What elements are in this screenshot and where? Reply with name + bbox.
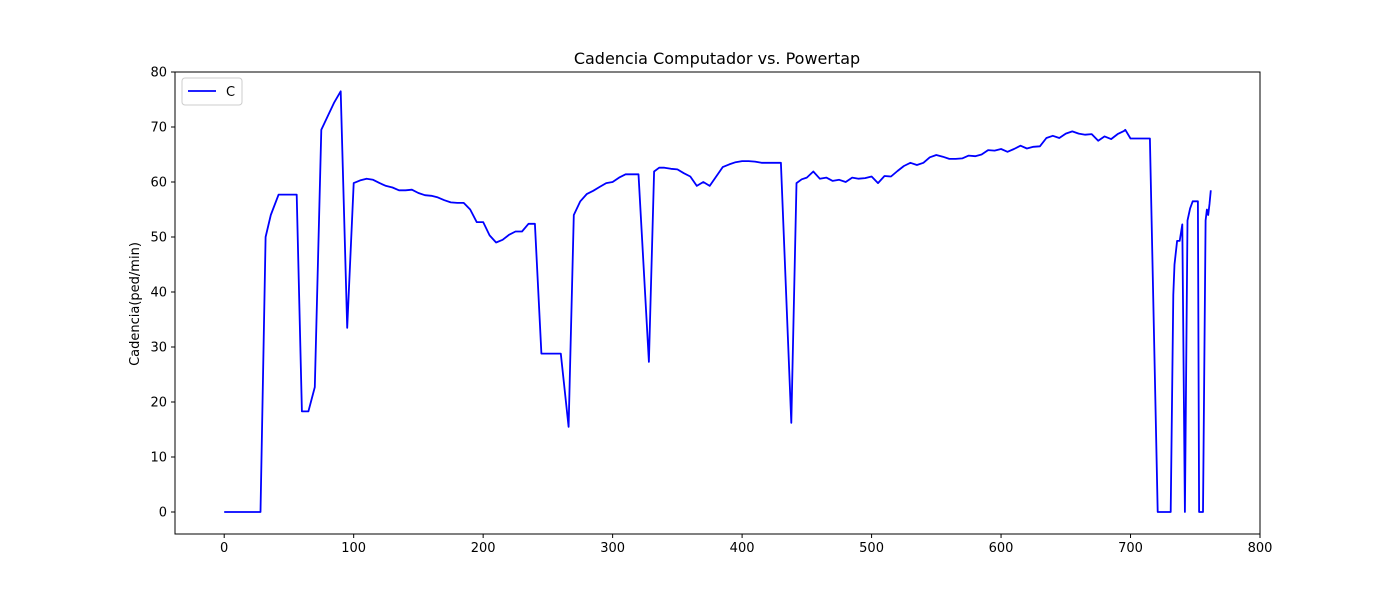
- plot-area: [224, 90, 1212, 513]
- y-axis-label: Cadencia(ped/min): [128, 242, 143, 366]
- x-tick-label: 200: [471, 541, 496, 556]
- y-tick-label: 30: [150, 341, 167, 356]
- x-tick-label: 500: [859, 541, 884, 556]
- x-tick-label: 400: [730, 541, 755, 556]
- y-tick-label: 10: [150, 451, 167, 466]
- y-tick-label: 80: [150, 66, 167, 81]
- y-tick-label: 70: [150, 121, 167, 136]
- chart-title: Cadencia Computador vs. Powertap: [574, 49, 860, 68]
- axes-frame: [174, 71, 1261, 535]
- x-tick-label: 700: [1118, 541, 1143, 556]
- x-tick-label: 800: [1248, 541, 1273, 556]
- x-tick-label: 0: [220, 541, 228, 556]
- legend-label: C: [226, 85, 235, 100]
- x-tick-label: 600: [989, 541, 1014, 556]
- x-tick-label: 300: [600, 541, 625, 556]
- x-tick-label: 100: [341, 541, 366, 556]
- y-tick-label: 50: [150, 231, 167, 246]
- series-line-c: [224, 90, 1212, 513]
- y-tick-label: 20: [150, 396, 167, 411]
- legend: C: [181, 77, 243, 106]
- y-tick-label: 40: [150, 286, 167, 301]
- y-tick-label: 0: [159, 506, 167, 521]
- y-tick-label: 60: [150, 176, 167, 191]
- axis-ticks: 0 100 200 300 400 500 600 700 800 0 10 20 30 40 50 60 70…: [150, 66, 1272, 557]
